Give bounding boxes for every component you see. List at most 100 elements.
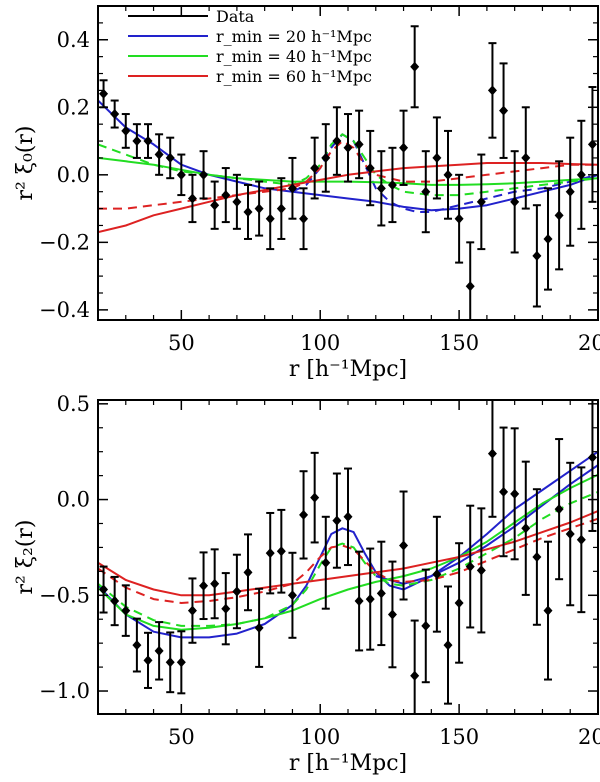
legend-label: r_min = 40 h⁻¹Mpc xyxy=(216,47,372,66)
y-tick-label: −0.5 xyxy=(39,583,90,607)
x-tick-label: 50 xyxy=(168,725,195,749)
data-point xyxy=(365,163,375,174)
data-point xyxy=(276,203,286,214)
y-axis-label: r² ξ₀(r) xyxy=(13,126,38,201)
data-point xyxy=(221,603,231,614)
data-point xyxy=(354,139,364,150)
legend-label: r_min = 20 h⁻¹Mpc xyxy=(216,27,372,46)
data-point xyxy=(154,149,164,160)
data-point xyxy=(121,605,131,616)
data-point xyxy=(99,584,109,595)
data-point xyxy=(565,529,575,540)
bottom-panel-quadrupole: 50 100 150 200 −1.0 −0.5 0.0 0.5 r [h⁻¹Mpc] r² ξ₂… xyxy=(13,392,600,776)
data-point xyxy=(287,590,297,601)
data-point xyxy=(532,552,542,562)
x-axis-label: r [h⁻¹Mpc] xyxy=(289,357,407,382)
data-point xyxy=(521,523,531,534)
data-point xyxy=(276,546,286,557)
data-point xyxy=(399,540,409,551)
y-tick-label: 0.2 xyxy=(57,95,90,119)
data-point xyxy=(443,640,453,651)
data-point xyxy=(476,565,486,576)
data-point xyxy=(343,511,353,522)
x-axis-label: r [h⁻¹Mpc] xyxy=(289,751,407,776)
data-point xyxy=(454,213,464,224)
data-point xyxy=(343,142,353,153)
x-tick-label: 150 xyxy=(439,331,479,355)
data-points xyxy=(99,400,597,714)
data-point xyxy=(510,488,520,499)
data-point xyxy=(199,169,209,180)
data-point xyxy=(165,152,175,163)
data-point xyxy=(265,213,275,224)
data-point xyxy=(243,567,253,578)
data-point xyxy=(487,448,497,459)
data-point xyxy=(432,569,442,580)
data-point xyxy=(110,596,120,607)
data-point xyxy=(543,605,553,616)
data-point xyxy=(399,142,409,153)
data-point xyxy=(176,169,186,180)
data-point xyxy=(165,657,175,668)
data-point xyxy=(210,578,220,589)
top-panel-monopole: 50 100 150 200 −0.4 −0.2 0.0 0.2 0.4 r [h⁻¹Mpc] r²… xyxy=(13,5,600,382)
data-point xyxy=(265,548,275,559)
x-tick-label: 100 xyxy=(300,725,340,749)
data-point xyxy=(287,183,297,194)
data-point xyxy=(376,588,386,599)
data-point xyxy=(499,105,509,116)
data-point xyxy=(187,193,197,204)
data-point xyxy=(199,580,209,591)
y-axis-label: r² ξ₂(r) xyxy=(13,520,38,595)
data-point xyxy=(421,620,431,631)
y-tick-label: −0.2 xyxy=(39,230,90,254)
data-point xyxy=(254,622,264,633)
data-point xyxy=(143,655,153,666)
y-tick-label: −1.0 xyxy=(39,679,90,703)
data-point xyxy=(310,492,320,503)
data-point xyxy=(332,136,342,147)
data-point xyxy=(154,645,164,656)
data-point xyxy=(243,206,253,217)
data-point xyxy=(565,186,575,197)
x-tick-label: 200 xyxy=(578,331,600,355)
y-tick-label: 0.4 xyxy=(57,28,90,52)
data-point xyxy=(465,561,475,572)
data-points xyxy=(99,25,597,320)
ticks xyxy=(98,400,599,714)
data-point xyxy=(521,152,531,163)
y-tick-label: −0.4 xyxy=(39,298,90,322)
legend-label: Data xyxy=(216,7,255,26)
data-point xyxy=(176,657,186,668)
x-tick-label: 100 xyxy=(300,331,340,355)
data-point xyxy=(587,139,597,150)
data-point xyxy=(443,169,453,180)
data-point xyxy=(299,213,309,224)
data-point xyxy=(487,85,497,96)
data-point xyxy=(232,196,242,207)
data-point xyxy=(510,196,520,207)
legend-label: r_min = 60 h⁻¹Mpc xyxy=(216,67,372,86)
data-point xyxy=(543,233,553,244)
data-point xyxy=(110,109,120,120)
data-point xyxy=(221,190,231,201)
data-point xyxy=(321,152,331,163)
data-point xyxy=(554,504,564,515)
x-tick-label: 150 xyxy=(439,725,479,749)
data-point xyxy=(187,605,197,616)
data-point xyxy=(576,169,586,180)
data-point xyxy=(254,203,264,214)
plot-frame xyxy=(97,399,599,715)
x-tick-label: 50 xyxy=(168,331,195,355)
data-point xyxy=(321,557,331,568)
plot-frame xyxy=(97,5,599,321)
y-tick-label: 0.0 xyxy=(57,488,90,512)
data-point xyxy=(432,152,442,163)
data-point xyxy=(376,183,386,194)
data-point xyxy=(232,586,242,597)
data-point xyxy=(121,125,131,136)
data-point xyxy=(587,452,597,463)
data-point xyxy=(299,509,309,520)
data-point xyxy=(99,88,109,99)
